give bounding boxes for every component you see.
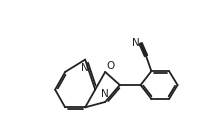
Text: O: O [106,61,114,71]
Text: N: N [101,89,109,99]
Text: N: N [132,38,140,48]
Text: N: N [81,63,89,73]
